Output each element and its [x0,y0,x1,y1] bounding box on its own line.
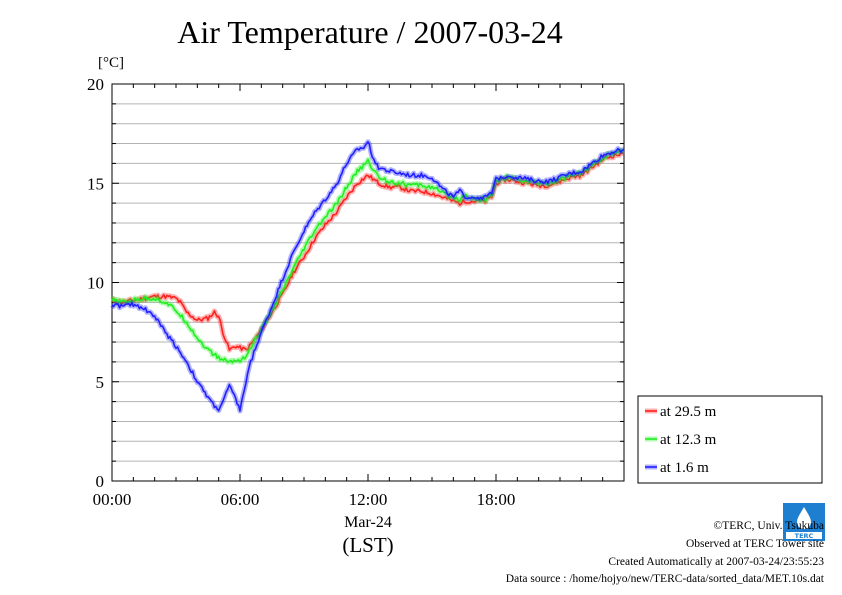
terc-logo-icon: TERC [783,503,825,541]
y-tick-label: 0 [96,472,105,491]
x-tick-label: 18:00 [477,490,516,509]
y-tick-label: 5 [96,373,105,392]
y-tick-label: 10 [87,274,104,293]
x-tick-label: 12:00 [349,490,388,509]
x-tick-labels: 00:00 06:00 12:00 18:00 [93,490,516,509]
series-lines [110,139,625,414]
data-source-text: Data source : /home/hojyo/new/TERC-data/… [505,573,824,585]
legend-box [637,395,823,484]
legend-label: at 12.3 m [660,432,717,448]
y-tick-label: 20 [87,75,104,94]
x-tick-label: 00:00 [93,490,132,509]
observed-site-text: Observed at TERC Tower site [685,538,824,550]
x-tick-label: 06:00 [221,490,260,509]
created-timestamp-text: Created Automatically at 2007-03-24/23:5… [608,556,824,568]
legend-label: at 1.6 m [660,460,709,476]
grid-lines [112,103,624,462]
series-line [111,140,625,412]
x-axis-date-label: Mar-24 [344,514,392,531]
axis-ticks [112,84,624,481]
series-line [111,149,625,364]
copyright-text: ©TERC, Univ. Tsukuba [713,520,824,532]
chart-title: Air Temperature / 2007-03-24 [177,14,563,50]
svg-text:TERC: TERC [795,532,814,540]
y-axis-unit-label: [°C] [98,55,124,71]
legend-label: at 29.5 m [660,404,717,420]
y-tick-label: 15 [87,174,104,193]
x-axis-timezone-label: (LST) [342,533,393,557]
legend: at 29.5 m at 12.3 m at 1.6 m [637,395,823,484]
y-tick-labels: 0 5 10 15 20 [87,75,104,491]
